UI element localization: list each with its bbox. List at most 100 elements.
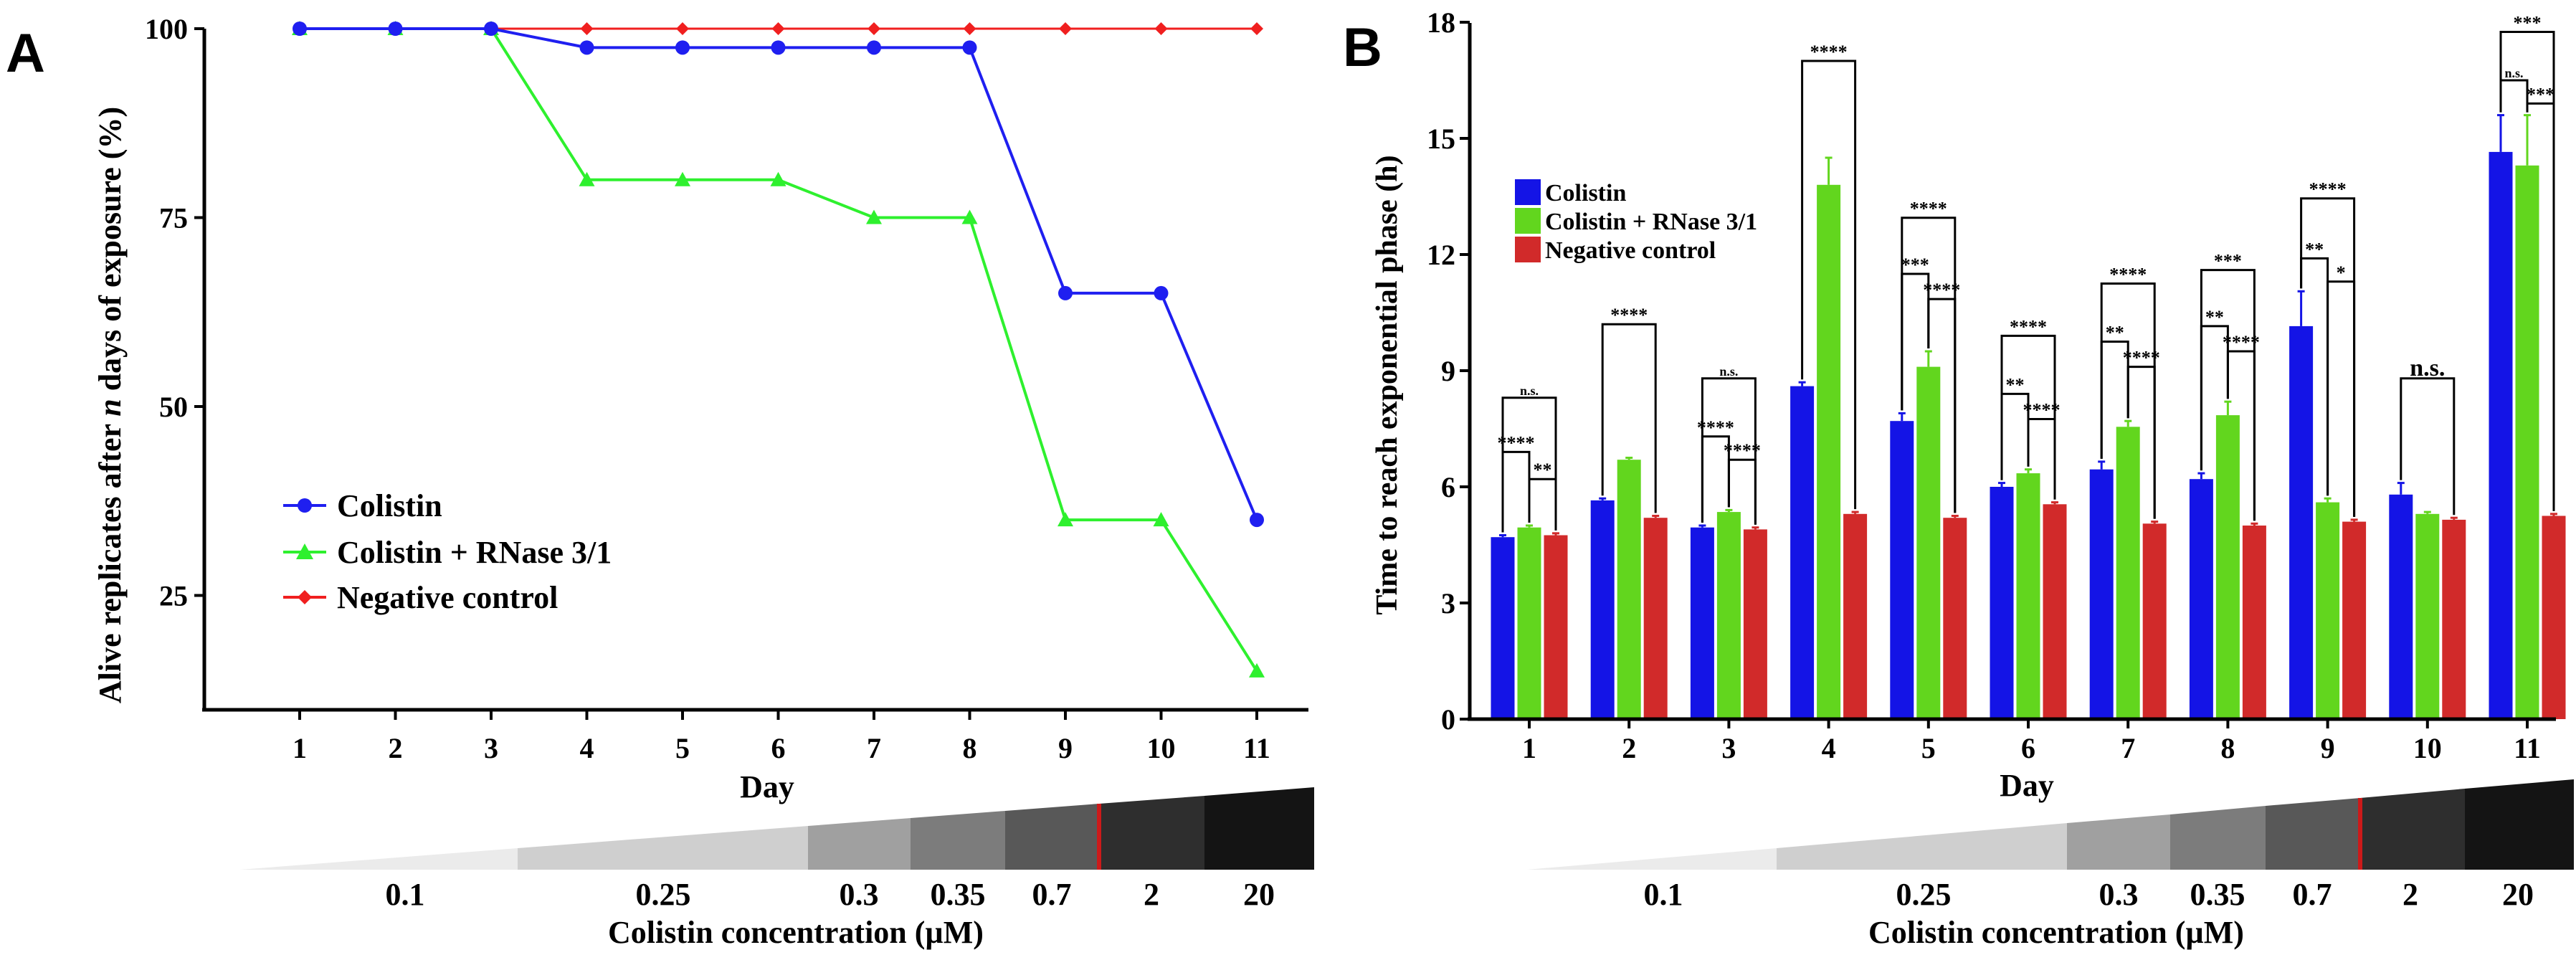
data-point	[771, 40, 786, 55]
x-tick-label: 11	[2514, 732, 2541, 764]
gradient-a-seg-4	[911, 811, 1005, 870]
gradient-a-seg-5	[1005, 804, 1099, 870]
significance-label: ****	[2010, 316, 2047, 337]
significance-bracket	[2400, 377, 2456, 515]
significance-bracket	[2300, 197, 2356, 517]
panel-b-y-axis-label: Time to reach exponential phase (h)	[1371, 155, 1404, 614]
x-tick-label: 2	[1622, 732, 1636, 764]
gradient-b-seg-7	[2465, 779, 2574, 870]
data-point	[1153, 512, 1169, 527]
legend-label-negative-control: Negative control	[337, 580, 558, 615]
y-tick-label: 18	[1427, 6, 1455, 39]
data-point	[1249, 662, 1265, 678]
significance-bracket	[1801, 60, 1857, 510]
bar	[2316, 502, 2340, 719]
panel-b-x-ticks: 1 2 3 4 5 6 7 8 9 10 11	[1522, 719, 2541, 764]
x-tick-label: 4	[1822, 732, 1836, 764]
bar	[2016, 473, 2040, 719]
conc-b-label-0.1: 0.1	[1644, 877, 1683, 912]
data-point	[1250, 22, 1263, 35]
y-tick-label: 25	[159, 580, 188, 612]
panel-b: B Time to reach exponential phase (h) 0 3…	[1343, 6, 2574, 950]
gradient-b-seg-1	[1527, 848, 1777, 870]
bar	[1716, 512, 1741, 719]
x-tick-label: 10	[1147, 732, 1176, 764]
significance-label: ***	[2214, 251, 2242, 272]
panel-b-legend: Colistin Colistin + RNase 3/1 Negative c…	[1515, 179, 1757, 264]
significance-label: **	[1534, 460, 1552, 480]
panel-a-concentration-title: Colistin concentration (µM)	[608, 915, 984, 950]
y-tick-label: 75	[159, 202, 188, 234]
significance-label: **	[2205, 307, 2224, 328]
panel-a-y-ticks: 25 50 75 100	[145, 13, 204, 612]
significance-bracket	[2100, 282, 2156, 519]
y-tick-label: 6	[1441, 471, 1455, 503]
x-tick-label: 7	[867, 732, 881, 764]
bar	[2142, 523, 2167, 719]
gradient-b-seg-4	[2170, 806, 2266, 870]
legend-swatch-negative-control	[1515, 237, 1541, 262]
gradient-a-seg-6	[1099, 796, 1204, 870]
bar	[2289, 326, 2314, 719]
data-point	[676, 22, 689, 35]
x-tick-label: 6	[2021, 732, 2035, 764]
data-point	[771, 22, 785, 35]
x-tick-label: 8	[2220, 732, 2235, 764]
legend-b-label-colistin: Colistin	[1545, 180, 1626, 206]
panel-b-x-axis-label: Day	[2000, 768, 2054, 803]
panel-a-concentration-labels: 0.1 0.25 0.3 0.35 0.7 2 20 Colistin conc…	[386, 877, 1275, 950]
gradient-a-seg-1	[240, 848, 518, 870]
conc-b-label-2: 2	[2402, 877, 2418, 912]
bar	[2116, 427, 2140, 719]
conc-a-label-0.1: 0.1	[386, 877, 425, 912]
bar	[1544, 535, 1568, 719]
panel-b-letter: B	[1343, 17, 1382, 78]
panel-b-y-ticks: 0 3 6 9 12 15 18	[1427, 6, 1470, 736]
data-point	[1154, 22, 1168, 35]
significance-label: ***	[2527, 84, 2554, 105]
panel-b-concentration-labels: 0.1 0.25 0.3 0.35 0.7 2 20 Colistin conc…	[1644, 877, 2534, 950]
legend-label-colistin: Colistin	[337, 488, 442, 523]
panel-b-concentration-title: Colistin concentration (µM)	[1868, 915, 2244, 950]
significance-bracket	[2327, 280, 2356, 517]
significance-label: n.s.	[2410, 355, 2445, 381]
y-tick-label: 9	[1441, 355, 1455, 387]
y-tick-label: 3	[1441, 587, 1455, 619]
bar	[2489, 151, 2513, 719]
data-point	[770, 171, 786, 186]
significance-bracket	[2499, 79, 2529, 113]
data-point	[675, 171, 690, 186]
data-point	[484, 22, 498, 36]
conc-b-label-0.7: 0.7	[2293, 877, 2332, 912]
bar	[2242, 526, 2266, 719]
significance-bracket	[2499, 31, 2555, 511]
significance-bracket	[2000, 334, 2056, 500]
data-point	[1058, 285, 1073, 300]
data-point	[962, 40, 977, 55]
panel-a-letter: A	[6, 23, 45, 84]
significance-bracket	[2200, 269, 2256, 521]
significance-label: **	[2106, 323, 2124, 343]
bar	[1990, 487, 2014, 719]
conc-a-label-0.3: 0.3	[840, 877, 879, 912]
series-line-colistin	[300, 27, 1258, 521]
bar	[1690, 527, 1714, 719]
legend-marker-colistin-rnase	[296, 543, 313, 559]
bar	[1590, 500, 1615, 719]
x-tick-label: 10	[2413, 732, 2442, 764]
x-tick-label: 2	[389, 732, 403, 764]
bar	[1491, 537, 1515, 719]
data-point	[1058, 512, 1073, 527]
y-tick-label: 12	[1427, 239, 1455, 271]
bar	[1916, 366, 1941, 719]
significance-label: ****	[1910, 199, 1947, 219]
y-tick-label: 100	[145, 13, 188, 45]
data-point	[1250, 513, 1264, 528]
significance-bracket	[1901, 217, 1957, 513]
panel-a-legend: Colistin Colistin + RNase 3/1 Negative c…	[283, 488, 612, 615]
bar	[2215, 415, 2240, 719]
data-point	[1059, 22, 1072, 35]
data-point	[579, 171, 595, 186]
gradient-b-seg-6	[2360, 789, 2465, 870]
